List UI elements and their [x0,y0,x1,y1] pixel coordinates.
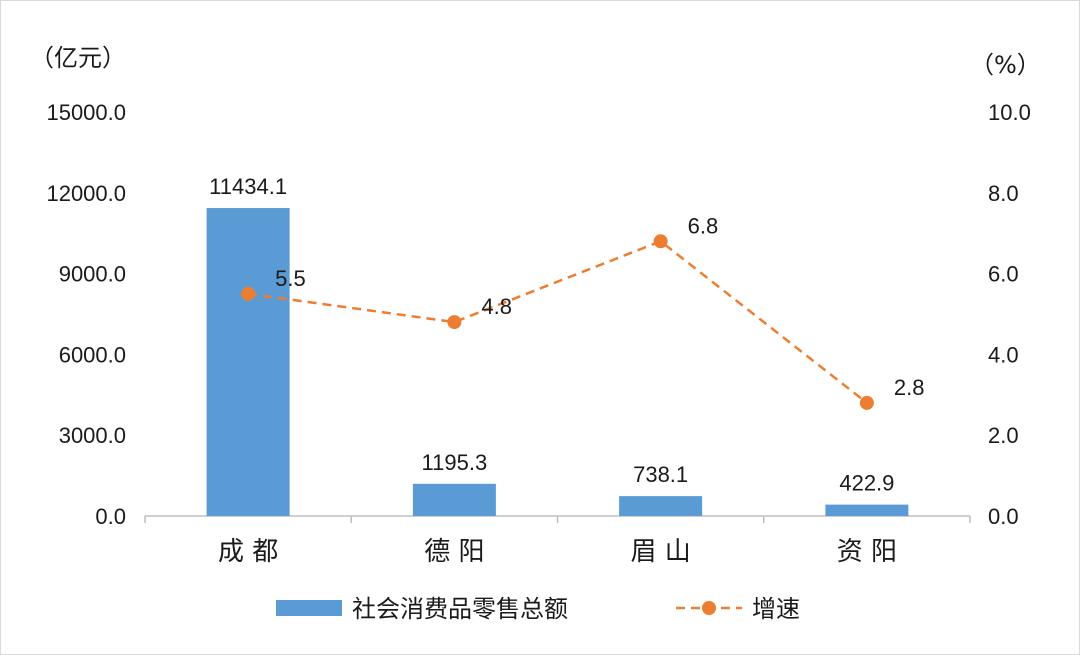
right-axis-unit: （%） [970,51,1041,79]
legend: 社会消费品零售总额 增速 [276,595,800,623]
bar [825,504,909,516]
right-axis-tick-label: 8.0 [988,181,1019,206]
right-axis-tick-label: 0.0 [988,504,1019,529]
bar [619,496,703,516]
bar-value-label: 1195.3 [422,450,488,475]
category-label: 眉 山 [630,537,690,567]
data-labels-group: 11434.1 1195.3 738.1 422.9 5.5 4.8 6.8 2.8 [209,174,924,496]
left-axis-unit: （亿元） [30,44,126,72]
line-value-label: 2.8 [894,375,925,400]
line-series-group [241,234,874,410]
left-axis-tick-label: 0.0 [95,504,126,529]
right-axis-tick-label: 6.0 [988,262,1019,287]
legend-line-marker [702,601,716,615]
left-axis-tick-label: 12000.0 [46,181,126,206]
bars-group [206,208,909,517]
legend-bar-label: 社会消费品零售总额 [352,595,568,623]
line-value-label: 4.8 [481,294,512,319]
bar-value-label: 11434.1 [209,174,287,199]
category-label: 资 阳 [837,537,897,567]
line-point [859,395,874,410]
line-value-label: 5.5 [275,266,306,291]
left-axis-tick-label: 3000.0 [59,423,126,448]
line-value-label: 6.8 [688,213,719,238]
right-axis-tick-label: 2.0 [988,423,1019,448]
line-point [241,286,256,301]
axes-group: 0.0 3000.0 6000.0 9000.0 12000.0 15000.0 0.0 2.… [46,100,1030,567]
bar [206,208,290,517]
right-axis-tick-label: 10.0 [988,100,1031,125]
line-point [653,234,668,249]
legend-line-label: 增速 [752,595,800,623]
bar-value-label: 422.9 [839,471,894,496]
left-axis-tick-label: 15000.0 [46,100,126,125]
line-point [447,315,462,330]
right-axis-tick-label: 4.0 [988,342,1019,367]
category-label: 成 都 [218,537,278,567]
line-series-path [247,239,868,404]
bar [412,483,496,516]
category-label: 德 阳 [424,537,484,567]
bar-value-label: 738.1 [633,462,688,487]
legend-bar-swatch [276,600,342,616]
left-axis-tick-label: 9000.0 [59,262,126,287]
left-axis-tick-label: 6000.0 [59,342,126,367]
